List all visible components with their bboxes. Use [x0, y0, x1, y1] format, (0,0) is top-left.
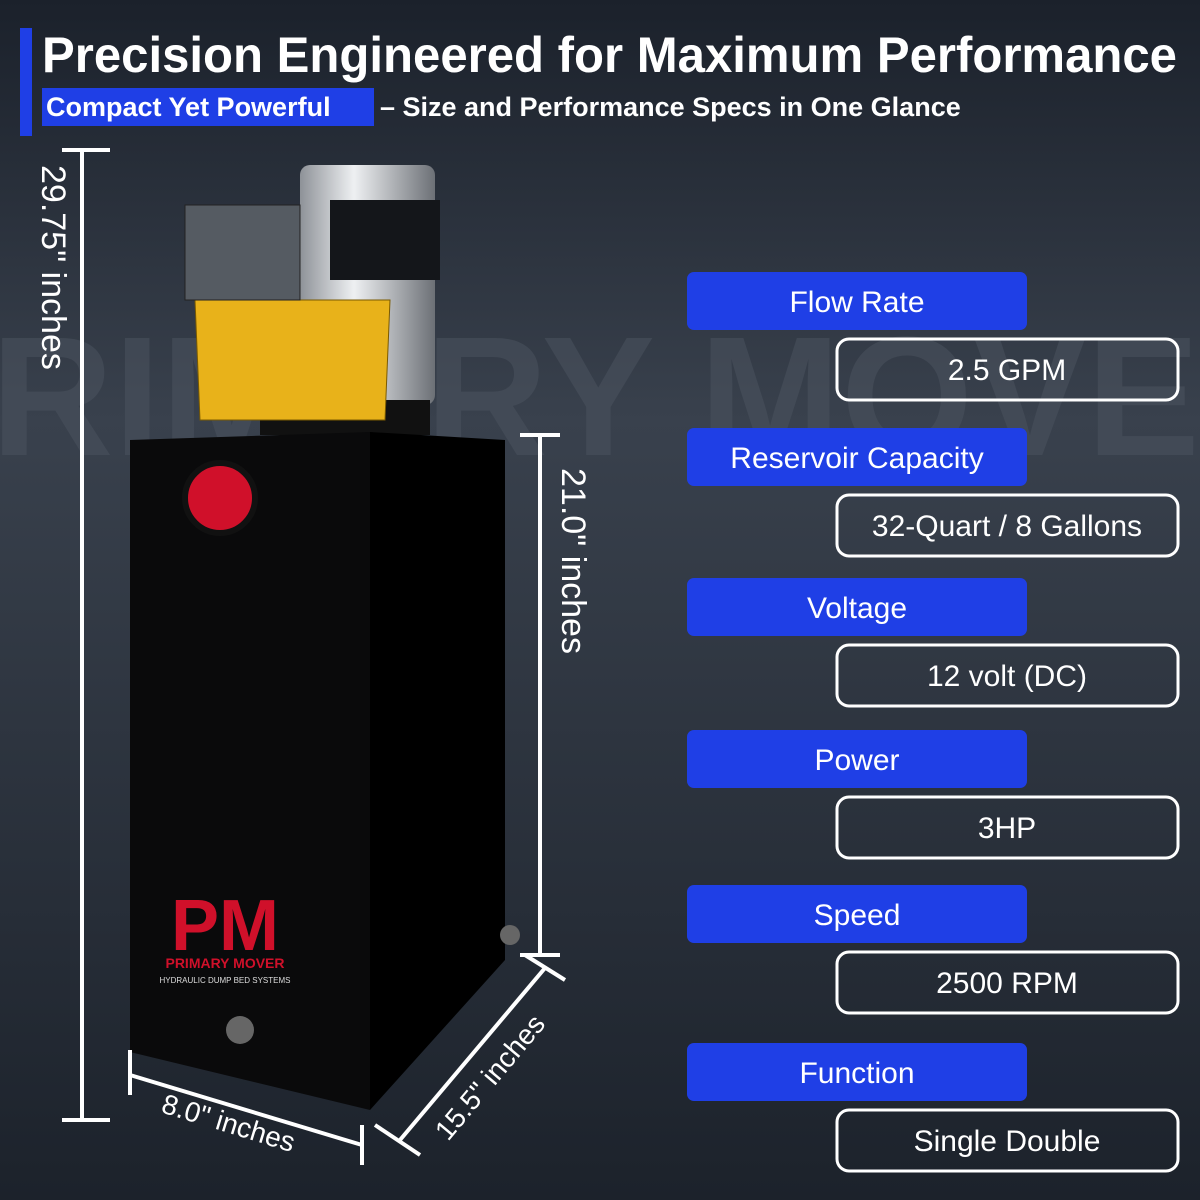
- subtitle-highlight: Compact Yet Powerful: [46, 92, 331, 122]
- spec-list: Flow Rate 2.5 GPM Reservoir Capacity 32-Qua…: [687, 272, 1180, 1173]
- spec-label: Function: [799, 1057, 914, 1090]
- spec-label: Reservoir Capacity: [730, 442, 983, 475]
- filler-cap: [182, 460, 258, 536]
- port: [500, 925, 520, 945]
- spec-label: Power: [814, 744, 899, 777]
- spec-label: Flow Rate: [789, 286, 924, 319]
- spec-label-box: [687, 578, 1027, 636]
- solenoid: [330, 200, 440, 280]
- spec-value-box: [835, 950, 1180, 1015]
- drain-plug: [226, 1016, 254, 1044]
- dim-cap: [523, 953, 567, 982]
- logo-name: PRIMARY MOVER: [165, 955, 284, 971]
- logo-tagline: HYDRAULIC DUMP BED SYSTEMS: [160, 976, 291, 985]
- spec-label: Voltage: [807, 592, 907, 625]
- spec-label-box: [687, 428, 1027, 486]
- spec-label-box: [687, 272, 1027, 330]
- spec-value: 12 volt (DC): [927, 660, 1087, 693]
- tank-side: [370, 432, 505, 1110]
- dimension-lines: [62, 148, 567, 1165]
- spec-label-box: [687, 885, 1027, 943]
- title: Precision Engineered for Maximum Perform…: [42, 27, 1177, 83]
- spec-label: Speed: [814, 899, 901, 932]
- spec-value-box: [835, 643, 1180, 708]
- valves: [184, 204, 301, 301]
- tank-front: [130, 432, 370, 1110]
- spec-value: 3HP: [978, 812, 1036, 845]
- spec-value: 2.5 GPM: [948, 354, 1066, 387]
- spec-label-box: [687, 1043, 1027, 1101]
- dim-line: [129, 1073, 363, 1147]
- dim-line: [398, 966, 547, 1142]
- logo-mark: PM: [171, 886, 279, 966]
- dim-cap: [373, 1123, 422, 1157]
- spec-value: Single Double: [914, 1125, 1101, 1158]
- spec-value-box: [835, 1108, 1180, 1173]
- spec-value: 32-Quart / 8 Gallons: [872, 510, 1142, 543]
- manifold: [194, 299, 391, 421]
- pump-unit: PM PRIMARY MOVER HYDRAULIC DUMP BED SYST…: [130, 165, 520, 1110]
- dim-tank-height: 21.0" inches: [554, 468, 592, 654]
- subtitle: – Size and Performance Specs in One Glan…: [380, 92, 961, 122]
- spec-label-box: [687, 730, 1027, 788]
- subtitle-highlight-bg: [42, 88, 374, 126]
- spec-value-box: [835, 493, 1180, 558]
- spec-value: 2500 RPM: [936, 967, 1078, 1000]
- spec-value-box: [835, 795, 1180, 860]
- accent-bar: [20, 28, 32, 136]
- spec-value-box: [835, 337, 1180, 402]
- dim-total-height: 29.75" inches: [34, 165, 72, 370]
